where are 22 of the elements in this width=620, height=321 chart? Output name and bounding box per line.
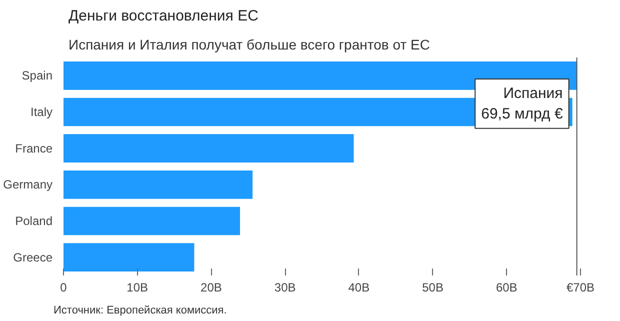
- annotation: Испания 69,5 млрд €: [481, 84, 564, 122]
- chart-title: Деньги восстановления ЕС: [68, 8, 259, 24]
- x-tick-label: 0: [60, 280, 68, 294]
- y-tick-label: Greece: [13, 250, 53, 264]
- bar: [64, 243, 194, 272]
- x-tick-label: 50B: [422, 280, 444, 294]
- x-tick-label: 40B: [348, 280, 370, 294]
- x-tick-label: 30B: [274, 280, 296, 294]
- y-tick-label: Italy: [30, 105, 53, 119]
- text: Источник: Европейская комиссия.: [54, 304, 227, 316]
- chart-subtitle: Испания и Италия получат больше всего грантов от ЕС: [68, 36, 430, 52]
- bar: [64, 170, 253, 199]
- y-tick-label: Spain: [22, 68, 53, 83]
- bar: [64, 206, 240, 236]
- y-tick-label: France: [15, 141, 53, 156]
- y-tick-label: Germany: [3, 178, 53, 192]
- bar: [64, 134, 354, 163]
- x-tick-label: 20B: [200, 280, 222, 294]
- x-tick-label: 10B: [126, 280, 148, 294]
- y-tick-label: Poland: [15, 214, 53, 228]
- x-tick-label: €70B: [566, 280, 595, 294]
- x-tick-label: 60B: [496, 280, 518, 294]
